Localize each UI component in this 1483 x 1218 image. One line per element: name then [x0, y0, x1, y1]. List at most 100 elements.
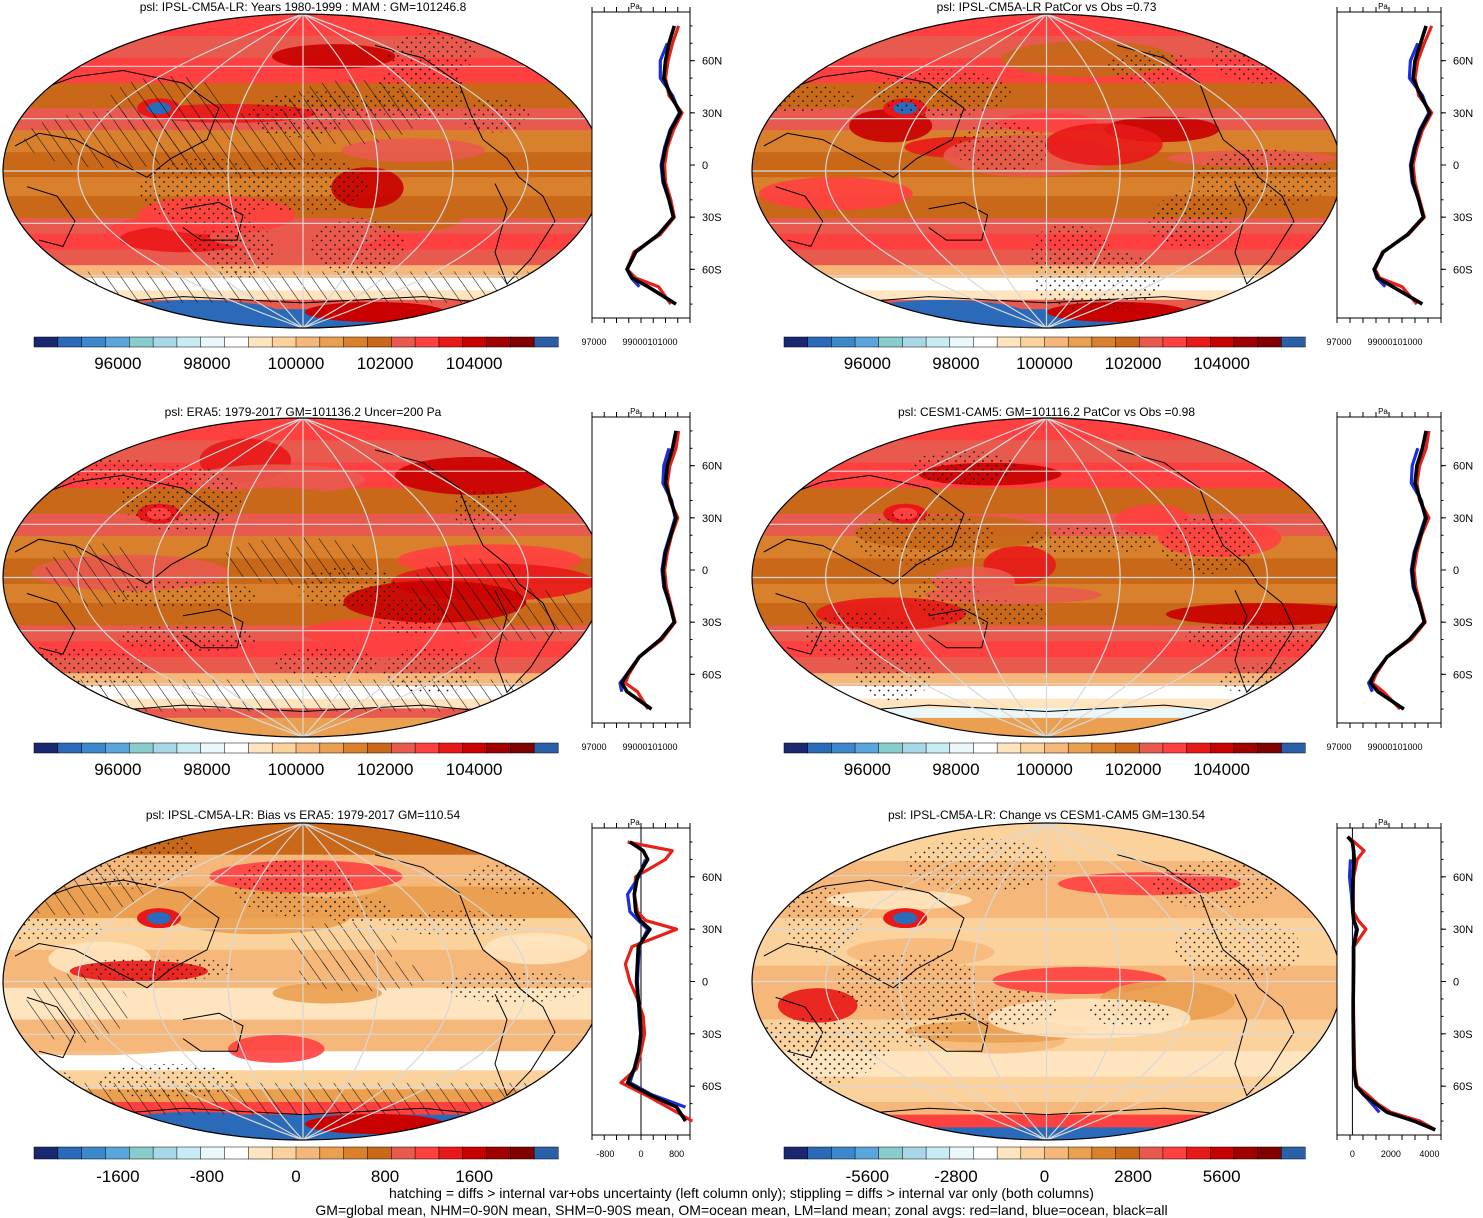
- colorbar-swatch: [783, 742, 809, 754]
- x-tick-label: 0: [1350, 1149, 1355, 1159]
- zonal-frame: [591, 11, 691, 319]
- lat-label: 60S: [702, 1081, 722, 1093]
- zonal-frame: [591, 416, 691, 724]
- graticule-meridian: [302, 822, 529, 1141]
- colorbar-swatch: [831, 336, 856, 348]
- field-blob: [850, 300, 1031, 328]
- coastline: [763, 69, 965, 178]
- colorbar-swatch: [925, 336, 951, 348]
- colorbar-swatch: [152, 336, 178, 348]
- colorbar-swatch: [343, 336, 369, 348]
- zonal-unit: Pa: [1378, 818, 1388, 827]
- x-tick-label: 2000: [1381, 1149, 1401, 1159]
- colorbar-swatch: [176, 1146, 202, 1160]
- panels: psl: IPSL-CM5A-LR: Years 1980-1999 : MAM…: [2, 0, 1473, 1186]
- colorbar-swatch: [486, 336, 511, 348]
- map-field: [752, 14, 1341, 328]
- panel-title: psl: IPSL-CM5A-LR PatCor vs Obs =0.73: [937, 0, 1157, 14]
- colorbar-swatch: [367, 742, 392, 754]
- colorbar-swatch: [438, 742, 464, 754]
- graticule-meridian: [302, 822, 379, 1141]
- coastline: [928, 1012, 989, 1052]
- lat-label: 60S: [1453, 669, 1473, 681]
- zonal-plot: Pa 60N 30N 0 30S 60S 97000 99000101000: [581, 2, 722, 347]
- colorbar-label: -5600: [846, 1167, 889, 1186]
- hatch-region: [24, 110, 204, 169]
- colorbar: 96000 98000 100000 102000 104000: [783, 336, 1306, 373]
- stipple-region: [3, 1068, 75, 1095]
- coastline: [182, 1012, 244, 1052]
- colorbar: -5600 -2800 0 2800 5600: [783, 1146, 1306, 1186]
- colorbar-label: 100000: [1016, 354, 1073, 373]
- stipple-region: [1174, 916, 1302, 980]
- stipple-region: [752, 83, 854, 112]
- lat-label: 30N: [702, 108, 722, 120]
- colorbar-swatch: [33, 336, 59, 348]
- hatch-region: [281, 79, 422, 145]
- colorbar-swatch: [248, 1146, 273, 1160]
- coastline: [763, 879, 965, 989]
- colorbar-swatch: [925, 1146, 951, 1160]
- panel-3: psl: ERA5: 1979-2017 GM=101136.2 Uncer=2…: [2, 405, 722, 779]
- colorbar-swatch: [1115, 1146, 1140, 1160]
- zonal-plot: Pa 60N 30N 0 30S 60S 0 2000 4000: [1336, 818, 1473, 1159]
- colorbar-swatch: [1138, 742, 1164, 754]
- footer-line-2: GM=global mean, NHM=0-90N mean, SHM=0-90…: [315, 1202, 1168, 1218]
- graticule-meridian: [227, 822, 304, 1141]
- graticule-meridian: [227, 417, 304, 738]
- colorbar-swatch: [462, 742, 488, 754]
- stipple-region: [834, 952, 978, 1013]
- graticule-meridian: [1046, 822, 1195, 1141]
- colorbar-swatch: [973, 742, 998, 754]
- coastline: [14, 474, 220, 585]
- coastline: [26, 996, 76, 1059]
- panel-title: psl: IPSL-CM5A-LR: Change vs CESM1-CAM5 …: [888, 808, 1205, 822]
- colorbar-swatch: [949, 742, 975, 754]
- coastline: [763, 474, 965, 585]
- colorbar-label: 96000: [844, 760, 891, 779]
- stipple-region: [1029, 223, 1111, 282]
- colorbar-swatch: [1210, 336, 1235, 348]
- lat-label: 30S: [702, 617, 722, 629]
- field-blob: [218, 487, 335, 510]
- stipple-region: [954, 121, 1050, 173]
- hatch-region: [24, 973, 130, 1043]
- colorbar-swatch: [533, 1146, 559, 1160]
- colorbar-swatch: [973, 1146, 998, 1160]
- lat-label: 30S: [1453, 1029, 1473, 1041]
- lat-label: 30N: [1453, 924, 1473, 936]
- graticule-meridian: [972, 13, 1047, 329]
- colorbar-swatch: [902, 1146, 927, 1160]
- coastline: [775, 593, 824, 655]
- coastline: [374, 449, 556, 694]
- zonal-all-line: [1346, 835, 1436, 1132]
- graticule-meridian: [1046, 13, 1195, 329]
- colorbar-label: 800: [371, 1167, 399, 1186]
- colorbar-swatch: [949, 1146, 975, 1160]
- colorbar-swatch: [81, 742, 107, 754]
- colorbar-swatch: [807, 1146, 832, 1160]
- colorbar-swatch: [1186, 742, 1211, 754]
- colorbar-swatch: [1210, 742, 1235, 754]
- panel-title: psl: IPSL-CM5A-LR: Years 1980-1999 : MAM…: [140, 0, 467, 14]
- colorbar-swatch: [1162, 742, 1188, 754]
- stipple-region: [1023, 527, 1158, 555]
- x-tick-label: 4000: [1419, 1149, 1439, 1159]
- colorbar-label: -1600: [96, 1167, 139, 1186]
- colorbar-swatch: [391, 742, 416, 754]
- colorbar-swatch: [248, 336, 273, 348]
- colorbar-swatch: [1115, 742, 1140, 754]
- coastline: [14, 69, 220, 178]
- coastline: [182, 608, 244, 649]
- graticule-meridian: [77, 13, 304, 329]
- field-blob: [147, 912, 171, 925]
- field-blob: [305, 1114, 445, 1134]
- colorbar-label: 98000: [183, 760, 230, 779]
- lat-label: 60S: [702, 669, 722, 681]
- x-tick-label: -800: [596, 1149, 614, 1159]
- lat-label: 30N: [1453, 108, 1473, 120]
- graticule-meridian: [302, 13, 454, 329]
- x-tick-label: 99000101000: [1367, 742, 1422, 752]
- zonal-unit: Pa: [630, 407, 640, 416]
